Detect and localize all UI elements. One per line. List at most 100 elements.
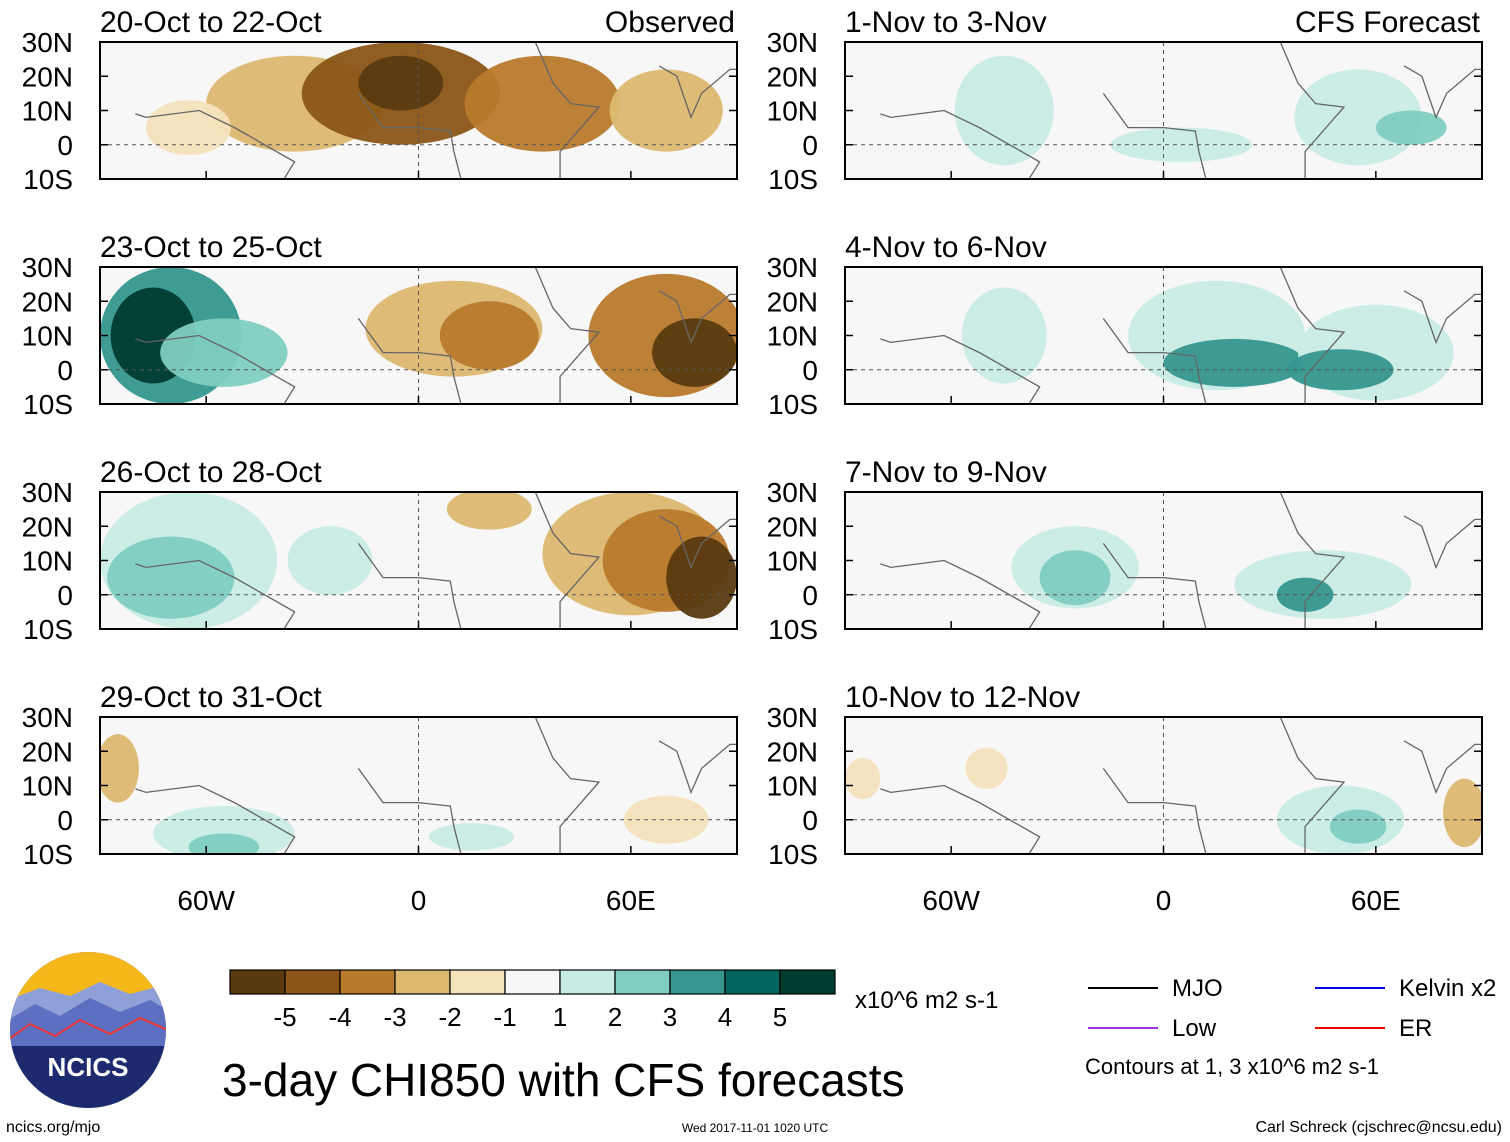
lat-tick-label: 0 — [802, 805, 818, 836]
coastline — [135, 717, 737, 854]
colorbar-tick-label: -1 — [493, 1002, 516, 1032]
anomaly-region — [961, 287, 1047, 384]
anomaly-region — [446, 492, 532, 530]
anomaly-region — [965, 747, 1008, 789]
lat-tick-label: 0 — [802, 580, 818, 611]
colorbar-units: x10^6 m2 s-1 — [855, 987, 998, 1014]
lon-tick-label: 60W — [922, 885, 980, 916]
colorbar-tick-label: 3 — [663, 1002, 677, 1032]
lat-tick-label: 30N — [767, 252, 818, 283]
lat-tick-label: 10S — [768, 839, 818, 870]
lat-tick-label: 0 — [57, 580, 73, 611]
colorbar-tick-label: -5 — [273, 1002, 296, 1032]
lat-tick-label: 0 — [802, 130, 818, 161]
panel-period: 26-Oct to 28-Oct — [100, 456, 322, 489]
anomaly-region — [1163, 338, 1306, 387]
anomaly-region — [358, 55, 444, 111]
panel-period: 7-Nov to 9-Nov — [845, 456, 1047, 489]
lat-tick-label: 20N — [22, 736, 73, 767]
lat-tick-label: 10N — [767, 321, 818, 352]
lon-tick-label: 60E — [1351, 885, 1401, 916]
lat-tick-label: 10S — [23, 614, 73, 645]
lat-tick-label: 10S — [23, 389, 73, 420]
lat-tick-label: 10S — [23, 839, 73, 870]
colorbar-swatch — [669, 969, 726, 995]
lat-tick-label: 0 — [57, 130, 73, 161]
lat-tick-label: 20N — [767, 736, 818, 767]
colorbar-tick-label: 2 — [608, 1002, 622, 1032]
anomaly-region — [160, 318, 288, 387]
legend-label: Low — [1172, 1015, 1217, 1042]
coastline — [880, 267, 1482, 404]
lat-tick-label: 30N — [767, 27, 818, 58]
legend-label: Kelvin x2 — [1399, 975, 1496, 1002]
colorbar-swatch — [449, 969, 506, 995]
anomaly-region — [107, 536, 235, 619]
contour-legend: MJO Kelvin x2 Low ER — [1088, 975, 1496, 1042]
colorbar-tick-label: 4 — [718, 1002, 732, 1032]
coastline — [880, 717, 1482, 854]
anomaly-region — [1287, 349, 1394, 391]
lon-tick-label: 0 — [1156, 885, 1172, 916]
lat-tick-label: 10N — [767, 96, 818, 127]
colorbar-swatch — [724, 969, 781, 995]
lat-tick-label: 30N — [22, 27, 73, 58]
coastline — [135, 267, 737, 404]
colorbar-tick-label: 5 — [773, 1002, 787, 1032]
lat-tick-label: 10S — [23, 164, 73, 195]
coastline — [135, 492, 737, 629]
lat-tick-label: 30N — [22, 702, 73, 733]
lat-tick-label: 20N — [767, 511, 818, 542]
colorbar-swatch — [504, 969, 561, 995]
lat-tick-label: 30N — [22, 252, 73, 283]
colorbar: -5 -4 -3 -2 -1 1 2 3 4 5 — [229, 969, 836, 1032]
anomaly-region — [188, 833, 260, 854]
colorbar-tick-label: -2 — [438, 1002, 461, 1032]
colorbar-tick-label: -3 — [383, 1002, 406, 1032]
panel-tag: CFS Forecast — [1295, 6, 1481, 39]
footer-author: Carl Schreck (cjschrec@ncsu.edu) — [1255, 1119, 1502, 1136]
lat-tick-label: 10S — [768, 389, 818, 420]
lon-tick-label: 60E — [606, 885, 656, 916]
lat-tick-label: 20N — [767, 61, 818, 92]
lat-tick-label: 20N — [22, 61, 73, 92]
ncics-logo: NCICS — [10, 952, 166, 1108]
footer-timestamp: Wed 2017-11-01 1020 UTC — [682, 1121, 829, 1135]
anomaly-region — [439, 301, 539, 370]
main-title: 3-day CHI850 with CFS forecasts — [222, 1054, 905, 1106]
legend-label: ER — [1399, 1015, 1432, 1042]
anomaly-region — [146, 100, 231, 156]
panel-period: 29-Oct to 31-Oct — [100, 681, 322, 714]
lat-tick-label: 10N — [767, 546, 818, 577]
anomaly-region — [845, 758, 881, 800]
lat-tick-label: 0 — [802, 355, 818, 386]
anomaly-region — [954, 55, 1054, 166]
anomaly-region — [623, 795, 709, 844]
panel-tag: Observed — [605, 6, 735, 39]
coastline — [880, 492, 1482, 629]
lat-tick-label: 30N — [767, 477, 818, 508]
anomaly-region — [429, 823, 515, 851]
lat-tick-label: 0 — [57, 805, 73, 836]
lat-tick-label: 10N — [767, 771, 818, 802]
colorbar-swatch — [394, 969, 451, 995]
lat-tick-label: 10N — [22, 771, 73, 802]
colorbar-swatch — [614, 969, 671, 995]
colorbar-tick-label: -4 — [328, 1002, 351, 1032]
panel-period: 20-Oct to 22-Oct — [100, 6, 322, 39]
panel-period: 10-Nov to 12-Nov — [845, 681, 1080, 714]
contour-note: Contours at 1, 3 x10^6 m2 s-1 — [1085, 1054, 1379, 1079]
colorbar-swatch — [339, 969, 396, 995]
anomaly-region — [666, 536, 737, 619]
lat-tick-label: 20N — [22, 286, 73, 317]
anomaly-region — [153, 806, 295, 854]
lat-tick-label: 20N — [767, 286, 818, 317]
lat-tick-label: 0 — [57, 355, 73, 386]
lat-tick-label: 10N — [22, 321, 73, 352]
footer-site[interactable]: ncics.org/mjo — [6, 1119, 100, 1136]
colorbar-swatch — [559, 969, 616, 995]
